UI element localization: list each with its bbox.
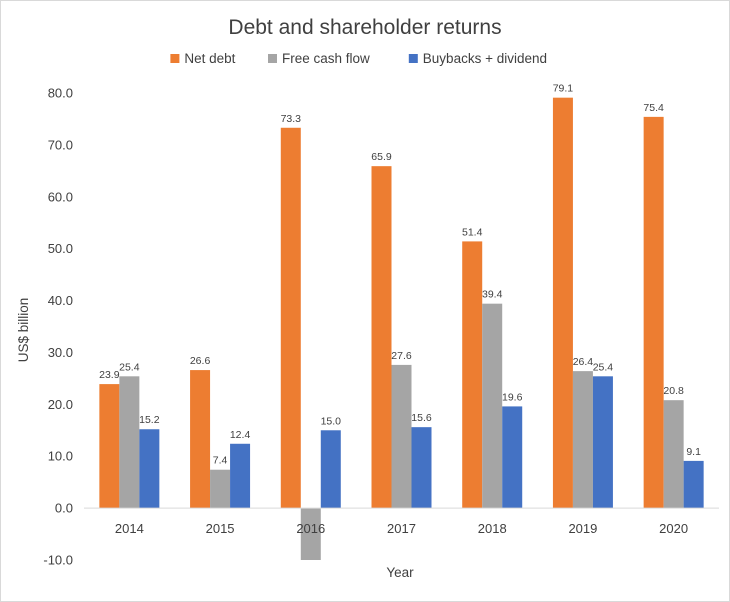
plot-area: 23.9 26.6 73.3 65.9 51.4 79.1 75.4 25.4 7.4 27.6 3…: [99, 83, 704, 560]
legend-swatch: [408, 54, 418, 63]
data-label: 7.4: [213, 455, 228, 467]
data-label: 51.4: [462, 226, 483, 238]
bar-free-cash-flow: [119, 376, 140, 509]
data-label: 75.4: [643, 102, 664, 114]
legend-label: Net debt: [184, 51, 235, 66]
data-label: 25.4: [119, 361, 140, 373]
y-tick-label: 80.0: [48, 86, 73, 101]
data-label: 25.4: [593, 361, 614, 373]
legend-swatch: [170, 54, 180, 63]
x-tick-label: 2017: [387, 521, 416, 536]
y-tick-label: 60.0: [48, 189, 73, 204]
y-tick-label: 30.0: [48, 345, 73, 360]
y-tick-label: 10.0: [48, 449, 73, 464]
x-axis-title: Year: [386, 565, 414, 580]
data-label: 65.9: [371, 151, 392, 163]
data-label: 26.4: [573, 356, 594, 368]
y-tick-label: 50.0: [48, 241, 73, 256]
legend-label: Buybacks + dividend: [423, 51, 547, 66]
x-axis: 2014 2015 2016 2017 2018 2019 2020: [84, 507, 719, 536]
y-tick-label: 0.0: [55, 501, 73, 516]
x-tick-label: 2014: [115, 521, 144, 536]
bar-buybacks-dividend: [502, 406, 523, 509]
data-label: 20.8: [663, 385, 684, 397]
data-label: 39.4: [482, 289, 503, 301]
legend: Net debt Free cash flow Buybacks + dividen…: [170, 51, 547, 66]
bar-buybacks-dividend: [139, 429, 160, 509]
x-tick-label: 2016: [296, 521, 325, 536]
data-label: 15.0: [321, 415, 342, 427]
bar-buybacks-dividend: [320, 430, 341, 509]
data-label: 15.2: [139, 414, 160, 426]
x-tick-label: 2018: [478, 521, 507, 536]
bar-free-cash-flow: [663, 400, 684, 509]
bar-free-cash-flow: [210, 469, 231, 509]
data-label: 26.6: [190, 355, 211, 367]
y-tick-label: 70.0: [48, 137, 73, 152]
bar-net-debt: [190, 370, 211, 509]
legend-swatch: [268, 54, 277, 63]
bar-buybacks-dividend: [411, 427, 432, 509]
bar-free-cash-flow: [482, 303, 503, 509]
data-label: 19.6: [502, 391, 523, 403]
chart-title: Debt and shareholder returns: [228, 16, 501, 39]
bar-free-cash-flow: [572, 371, 593, 509]
data-label: 23.9: [99, 369, 120, 381]
data-label: 9.1: [686, 446, 701, 458]
data-label: 73.3: [281, 113, 302, 125]
bar-buybacks-dividend: [230, 443, 251, 509]
x-tick-label: 2020: [659, 521, 688, 536]
data-label: 15.6: [411, 412, 432, 424]
y-axis: -10.0 0.0 10.0 20.0 30.0 40.0 50.0 60.0 70.0 80.0: [43, 86, 73, 568]
legend-label: Free cash flow: [282, 51, 370, 66]
bar-buybacks-dividend: [683, 460, 704, 509]
y-tick-label: 20.0: [48, 397, 73, 412]
bar-net-debt: [643, 116, 664, 509]
data-label: 12.4: [230, 429, 251, 441]
data-label: 79.1: [553, 83, 574, 95]
bar-free-cash-flow: [391, 364, 412, 509]
bar-net-debt: [462, 241, 483, 509]
y-tick-label: -10.0: [43, 553, 73, 568]
bar-net-debt: [99, 384, 120, 509]
data-label: 27.6: [391, 350, 412, 362]
bar-buybacks-dividend: [592, 376, 613, 509]
bar-net-debt: [552, 97, 573, 509]
x-tick-label: 2019: [568, 521, 597, 536]
y-axis-title: US$ billion: [16, 298, 31, 363]
bar-net-debt: [371, 166, 392, 509]
x-tick-label: 2015: [206, 521, 235, 536]
bar-free-cash-flow: [300, 508, 321, 560]
bar-net-debt: [280, 127, 301, 509]
y-tick-label: 40.0: [48, 293, 73, 308]
